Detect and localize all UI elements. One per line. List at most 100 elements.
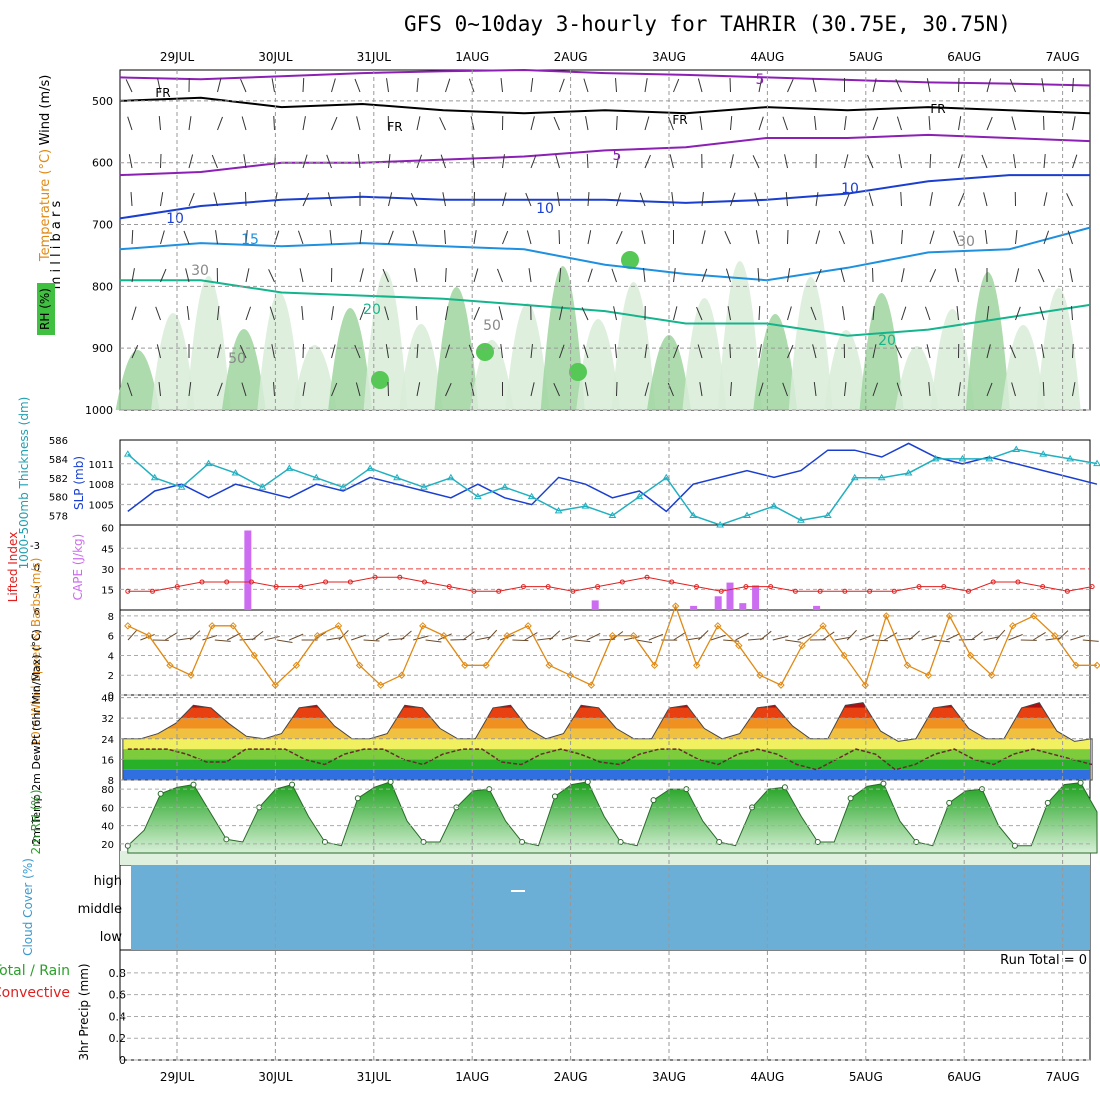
rh-shade-blob bbox=[930, 309, 975, 410]
wind-barb bbox=[354, 344, 361, 359]
wind-barb bbox=[188, 116, 192, 131]
thickness-marker bbox=[420, 483, 428, 490]
lifted-index-marker bbox=[1089, 584, 1095, 590]
wind-speed-marker bbox=[398, 671, 406, 679]
wind10m-barb bbox=[549, 630, 561, 641]
wind-barb bbox=[812, 344, 817, 359]
wind-barbs bbox=[125, 77, 1078, 397]
wind-barb bbox=[616, 115, 618, 131]
wind10m-barb bbox=[1057, 630, 1069, 641]
lifted-index-marker bbox=[125, 588, 131, 594]
wind10m-barb bbox=[400, 630, 412, 641]
wind-barb bbox=[188, 382, 192, 397]
rh-shade-blob bbox=[505, 303, 550, 410]
thickness-marker bbox=[743, 511, 751, 519]
date-label-top: 5AUG bbox=[849, 50, 883, 64]
wind-barb bbox=[185, 268, 190, 283]
temp-tick: 16 bbox=[101, 755, 114, 766]
wind-barb bbox=[1039, 306, 1045, 321]
wind10m-barb bbox=[475, 636, 491, 641]
thickness-marker bbox=[150, 473, 159, 481]
wind-barb bbox=[160, 268, 167, 283]
wind-barb bbox=[239, 345, 247, 359]
wind-barb bbox=[581, 307, 589, 321]
wind-barb bbox=[587, 191, 590, 207]
precip-tick: 0.8 bbox=[109, 967, 127, 980]
wind-barb bbox=[160, 192, 164, 207]
wind-barb bbox=[155, 306, 161, 321]
wind-barb bbox=[958, 116, 962, 131]
wind-barb bbox=[929, 230, 935, 245]
wind10m-barb bbox=[375, 632, 390, 641]
rh-marker bbox=[551, 793, 558, 800]
rh-shade-blob bbox=[753, 314, 798, 410]
thickness-marker bbox=[877, 473, 886, 481]
rh-marker bbox=[1011, 842, 1018, 849]
wind-barb bbox=[359, 230, 363, 245]
lifted-index-marker bbox=[891, 588, 897, 594]
wind10m-barb bbox=[264, 635, 280, 641]
wind-barb bbox=[901, 268, 905, 283]
rh-marker bbox=[289, 781, 296, 788]
wind-barb bbox=[502, 230, 509, 245]
wind-barb bbox=[844, 154, 849, 169]
wind-barb bbox=[1072, 343, 1074, 359]
wind-barb bbox=[583, 344, 589, 359]
wind-barb bbox=[730, 116, 733, 131]
slp-line bbox=[127, 442, 1098, 513]
date-label-bottom: 29JUL bbox=[160, 1070, 195, 1084]
date-label-top: 2AUG bbox=[554, 50, 588, 64]
temp-band bbox=[122, 738, 1090, 750]
wind-speed-marker bbox=[187, 671, 195, 679]
wind-speed-marker bbox=[503, 631, 511, 640]
isotherm-label-FR: FR bbox=[387, 120, 402, 134]
rh-marker bbox=[847, 795, 854, 802]
date-label-bottom: 6AUG bbox=[947, 1070, 981, 1084]
run-total: Run Total = 0 bbox=[1000, 953, 1087, 968]
wind-barb bbox=[553, 116, 560, 131]
rh2m-label: 2m RH (%) bbox=[29, 789, 43, 854]
dewpoint-line bbox=[127, 748, 1093, 771]
wind-barb bbox=[1011, 382, 1016, 397]
wind-barb bbox=[838, 230, 845, 245]
wind-barb bbox=[1043, 230, 1050, 245]
wind-barb bbox=[556, 192, 560, 207]
wind-barb bbox=[331, 344, 336, 359]
rh-shade-blob bbox=[540, 266, 585, 410]
wind-tick: 8 bbox=[108, 612, 114, 623]
wind-speed-marker bbox=[777, 681, 785, 689]
thickness-marker bbox=[204, 459, 213, 467]
wind-speed-marker bbox=[966, 651, 975, 660]
wind10m-barb bbox=[499, 634, 515, 641]
thickness-marker bbox=[231, 469, 240, 476]
rh-shade-blob bbox=[186, 276, 231, 410]
wind-barb bbox=[901, 306, 907, 321]
wind-barb bbox=[243, 154, 247, 169]
wind-barb bbox=[787, 306, 792, 321]
wind-speed-marker bbox=[608, 631, 617, 640]
wind-barb bbox=[1011, 116, 1016, 131]
thickness-marker bbox=[770, 502, 778, 509]
wind-barb bbox=[1009, 344, 1016, 359]
wind10m-barb bbox=[574, 639, 591, 643]
wind-barb bbox=[302, 77, 305, 93]
wind-barb bbox=[415, 305, 418, 321]
wind-barb bbox=[301, 306, 304, 321]
thickness-marker bbox=[850, 473, 859, 481]
wind10m-barb bbox=[995, 629, 1006, 641]
wind10m-barb bbox=[586, 632, 601, 641]
wind10m-barb bbox=[723, 639, 740, 642]
wind10m-barb bbox=[1082, 639, 1099, 642]
rh-marker bbox=[650, 797, 657, 804]
lifted-index-marker bbox=[965, 588, 971, 594]
wind10m-barb bbox=[189, 630, 201, 641]
temp-fill bbox=[122, 702, 1090, 780]
rh-marker bbox=[223, 836, 230, 843]
wind-barb bbox=[530, 116, 535, 131]
rh-shade-blob bbox=[115, 350, 160, 410]
wind-barb bbox=[215, 230, 218, 245]
wind-barb bbox=[445, 267, 447, 283]
thickness-marker bbox=[473, 492, 482, 500]
wind-barb bbox=[895, 345, 902, 359]
cloud-fill bbox=[131, 865, 1090, 950]
